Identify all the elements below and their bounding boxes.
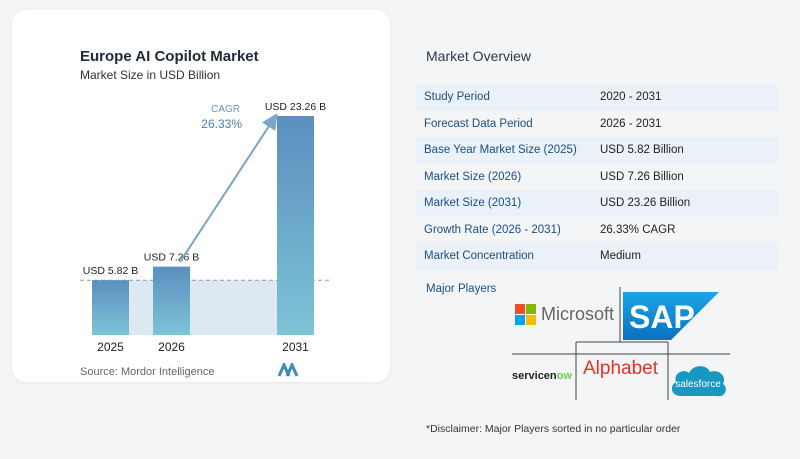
source-label: Source: Mordor Intelligence bbox=[80, 366, 215, 378]
bar-2031 bbox=[277, 116, 314, 335]
overview-key: Base Year Market Size (2025) bbox=[416, 137, 592, 164]
cagr-value: 26.33% bbox=[201, 117, 242, 131]
overview-title: Market Overview bbox=[426, 48, 532, 64]
microsoft-logo: Microsoft bbox=[515, 304, 614, 325]
mordor-logo-icon bbox=[278, 363, 299, 377]
overview-row: Forecast Data Period 2026 - 2031 bbox=[416, 111, 778, 138]
overview-row: Growth Rate (2026 - 2031) 26.33% CAGR bbox=[416, 217, 778, 244]
overview-row: Market Concentration Medium bbox=[416, 243, 778, 270]
svg-text:SAP: SAP bbox=[629, 299, 695, 335]
servicenow-logo: servicenow bbox=[512, 370, 572, 382]
sap-logo: SAP bbox=[623, 292, 719, 340]
overview-table: Study Period 2020 - 2031 Forecast Data Per… bbox=[416, 84, 778, 270]
overview-row: Study Period 2020 - 2031 bbox=[416, 84, 778, 111]
overview-key: Market Concentration bbox=[416, 243, 592, 270]
overview-key: Market Size (2026) bbox=[424, 170, 522, 183]
overview-value: 2020 - 2031 bbox=[592, 84, 778, 111]
cagr-label: CAGR bbox=[211, 104, 240, 115]
overview-value: USD 7.26 Billion bbox=[600, 170, 684, 183]
overview-row: Market Size (2026) USD 7.26 Billion bbox=[416, 164, 778, 191]
overview-key: Growth Rate (2026 - 2031) bbox=[424, 223, 561, 236]
disclaimer: *Disclaimer: Major Players sorted in no … bbox=[426, 423, 681, 435]
value-label-2031: USD 23.26 B bbox=[265, 101, 326, 113]
overview-value: USD 23.26 Billion bbox=[592, 190, 778, 217]
market-overview-panel: Market Overview Study Period 2020 - 2031 F… bbox=[398, 0, 800, 459]
chart-title: Europe AI Copilot Market bbox=[80, 48, 259, 65]
overview-value: 26.33% CAGR bbox=[600, 223, 676, 236]
overview-value: Medium bbox=[592, 243, 778, 270]
overview-row: Base Year Market Size (2025) USD 5.82 Bil… bbox=[416, 137, 778, 164]
microsoft-logo-text: Microsoft bbox=[541, 304, 615, 324]
cagr-arrow bbox=[179, 113, 278, 263]
bar-2026 bbox=[153, 266, 190, 335]
salesforce-logo: salesforce bbox=[671, 366, 726, 397]
overview-key: Market Size (2031) bbox=[416, 190, 592, 217]
chart-subtitle: Market Size in USD Billion bbox=[80, 68, 221, 82]
major-players-label: Major Players bbox=[426, 283, 497, 295]
overview-key: Study Period bbox=[416, 84, 592, 111]
alphabet-logo: Alphabet bbox=[583, 358, 659, 379]
x-tick-2031: 2031 bbox=[282, 340, 309, 354]
x-tick-2026: 2026 bbox=[158, 340, 185, 354]
value-label-2025: USD 5.82 B bbox=[83, 265, 138, 277]
overview-row: Market Size (2031) USD 23.26 Billion bbox=[416, 190, 778, 217]
overview-value: 2026 - 2031 bbox=[600, 117, 662, 130]
overview-key: Forecast Data Period bbox=[424, 117, 533, 130]
svg-text:salesforce: salesforce bbox=[675, 379, 721, 390]
bar-2025 bbox=[92, 280, 129, 335]
overview-value: USD 5.82 Billion bbox=[592, 137, 778, 164]
x-tick-2025: 2025 bbox=[97, 340, 124, 354]
